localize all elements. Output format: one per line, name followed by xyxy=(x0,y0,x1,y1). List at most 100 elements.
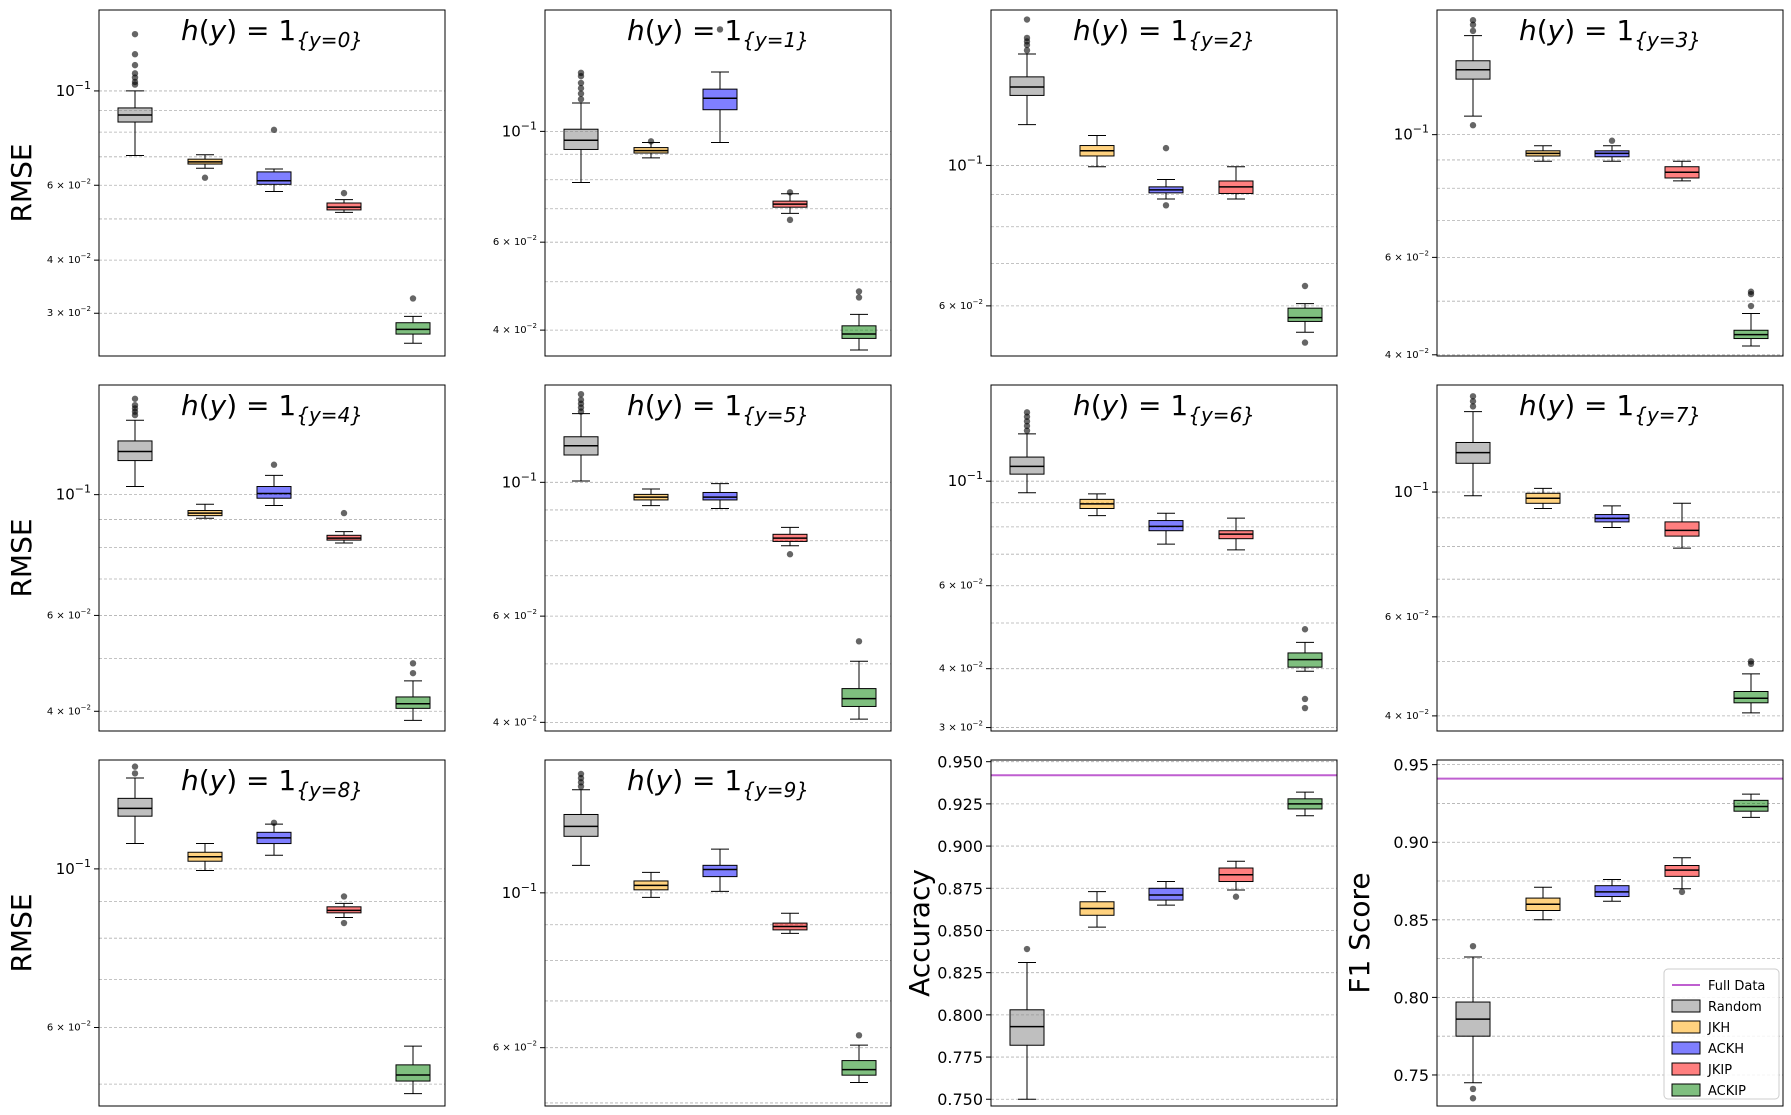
ytick-label: 4 × 10−2 xyxy=(47,252,91,266)
box-jkh xyxy=(1079,493,1115,517)
flier-point xyxy=(131,30,139,38)
y-axis-label: RMSE xyxy=(5,518,38,597)
plot-area xyxy=(1437,10,1783,356)
subplot-9: 10−1 6 × 10−2 h(y) = 1{y=9} xyxy=(493,759,892,1107)
flier-point xyxy=(1469,27,1477,35)
box-body xyxy=(702,491,738,501)
plot-area xyxy=(545,760,891,1106)
axes-frame xyxy=(98,759,446,1107)
flier-point xyxy=(1469,393,1477,400)
box-ackip xyxy=(841,638,877,720)
ytick-label: 10−1 xyxy=(56,483,91,504)
box-ackh xyxy=(702,848,738,892)
legend-swatch xyxy=(1671,999,1701,1013)
ytick-label: 6 × 10−2 xyxy=(47,607,91,621)
flier-point xyxy=(716,26,724,33)
flier-point xyxy=(577,95,585,103)
legend-label: JKIP xyxy=(1707,1063,1732,1078)
flier-point xyxy=(1301,626,1309,633)
legend-label: Full Data xyxy=(1708,979,1765,994)
box-random xyxy=(563,770,599,866)
ytick-label: 4 × 10−2 xyxy=(47,703,91,717)
box-jkip xyxy=(1218,517,1254,551)
flier-point xyxy=(1469,398,1477,405)
box-body xyxy=(702,88,738,111)
flier-point xyxy=(1162,202,1170,209)
flier-point xyxy=(131,70,139,77)
legend-swatch xyxy=(1671,1083,1701,1097)
box-ackip xyxy=(395,1045,431,1095)
axes-frame xyxy=(1436,384,1784,732)
flier-point xyxy=(577,90,585,97)
axes-frame xyxy=(990,759,1338,1107)
ytick-label: 10−1 xyxy=(56,857,91,878)
box-jkip xyxy=(772,526,808,558)
box-body xyxy=(841,325,877,339)
subplot-title: h(y) = 1{y=2} xyxy=(1073,14,1255,52)
box-body xyxy=(1148,887,1184,901)
box-random xyxy=(117,395,153,488)
subplot-title: h(y) = 1{y=8} xyxy=(181,764,363,802)
subplot-11: 0.95 0.90 0.85 0.80 0.75 F1 Score Full Data Ran… xyxy=(1343,756,1784,1107)
subplot-title: h(y) = 1{y=5} xyxy=(627,389,809,427)
flier-point xyxy=(340,189,348,197)
box-body xyxy=(1664,865,1700,877)
box-jkip xyxy=(1664,160,1700,182)
plot-area xyxy=(545,385,891,731)
box-body xyxy=(256,486,292,499)
flier-point xyxy=(1023,427,1031,434)
box-ackip xyxy=(841,288,877,351)
axes-frame xyxy=(1436,759,1784,1107)
flier-point xyxy=(1747,288,1755,295)
box-ackip xyxy=(395,295,431,344)
legend-label: ACKH xyxy=(1708,1042,1744,1057)
plot-area xyxy=(991,10,1337,356)
box-body xyxy=(1287,307,1323,322)
flier-point xyxy=(340,919,348,927)
box-jkip xyxy=(772,912,808,934)
box-body xyxy=(563,813,599,837)
subplot-5: 10−1 6 × 10−2 4 × 10−2 h(y) = 1{y=5} xyxy=(493,384,892,732)
box-ackip xyxy=(1287,626,1323,712)
box-jkh xyxy=(1525,886,1561,921)
ytick-label: 4 × 10−2 xyxy=(939,661,983,675)
box-jkip xyxy=(1218,166,1254,200)
flier-point xyxy=(1023,16,1031,23)
legend-item-ackip: ACKIP xyxy=(1671,1083,1746,1099)
flier-point xyxy=(131,763,139,770)
box-body xyxy=(1733,690,1769,704)
flier-point xyxy=(647,138,655,145)
box-ackh xyxy=(1148,881,1184,906)
flier-point xyxy=(1469,21,1477,28)
box-jkh xyxy=(633,488,669,507)
flier-point xyxy=(409,295,417,302)
flier-point xyxy=(340,893,348,900)
flier-point xyxy=(1301,339,1309,346)
ytick-label: 0.925 xyxy=(937,795,983,814)
box-jkh xyxy=(187,154,223,181)
box-ackh xyxy=(256,461,292,507)
ytick-label: 6 × 10−2 xyxy=(493,1040,537,1054)
ytick-label: 6 × 10−2 xyxy=(939,578,983,592)
ytick-label: 0.85 xyxy=(1393,911,1429,930)
box-jkip xyxy=(1218,860,1254,900)
flier-point xyxy=(1608,137,1616,144)
box-body xyxy=(1009,456,1045,475)
box-jkip xyxy=(1664,502,1700,549)
flier-point xyxy=(1747,302,1755,310)
box-random xyxy=(563,69,599,184)
y-axis-label: RMSE xyxy=(5,143,38,222)
axes-frame xyxy=(544,9,892,357)
ytick-label: 0.90 xyxy=(1393,833,1429,852)
box-body xyxy=(1664,521,1700,537)
flier-point xyxy=(786,189,794,196)
flier-point xyxy=(577,390,585,398)
box-ackip xyxy=(1733,288,1769,347)
subplot-3: 10−1 6 × 10−2 4 × 10−2 h(y) = 1{y=3} xyxy=(1385,9,1784,361)
ytick-label: 10−1 xyxy=(502,119,537,140)
box-ackh xyxy=(256,819,292,856)
legend-item-random: Random xyxy=(1671,999,1762,1015)
plot-area xyxy=(99,760,445,1106)
axes-frame xyxy=(990,384,1338,732)
